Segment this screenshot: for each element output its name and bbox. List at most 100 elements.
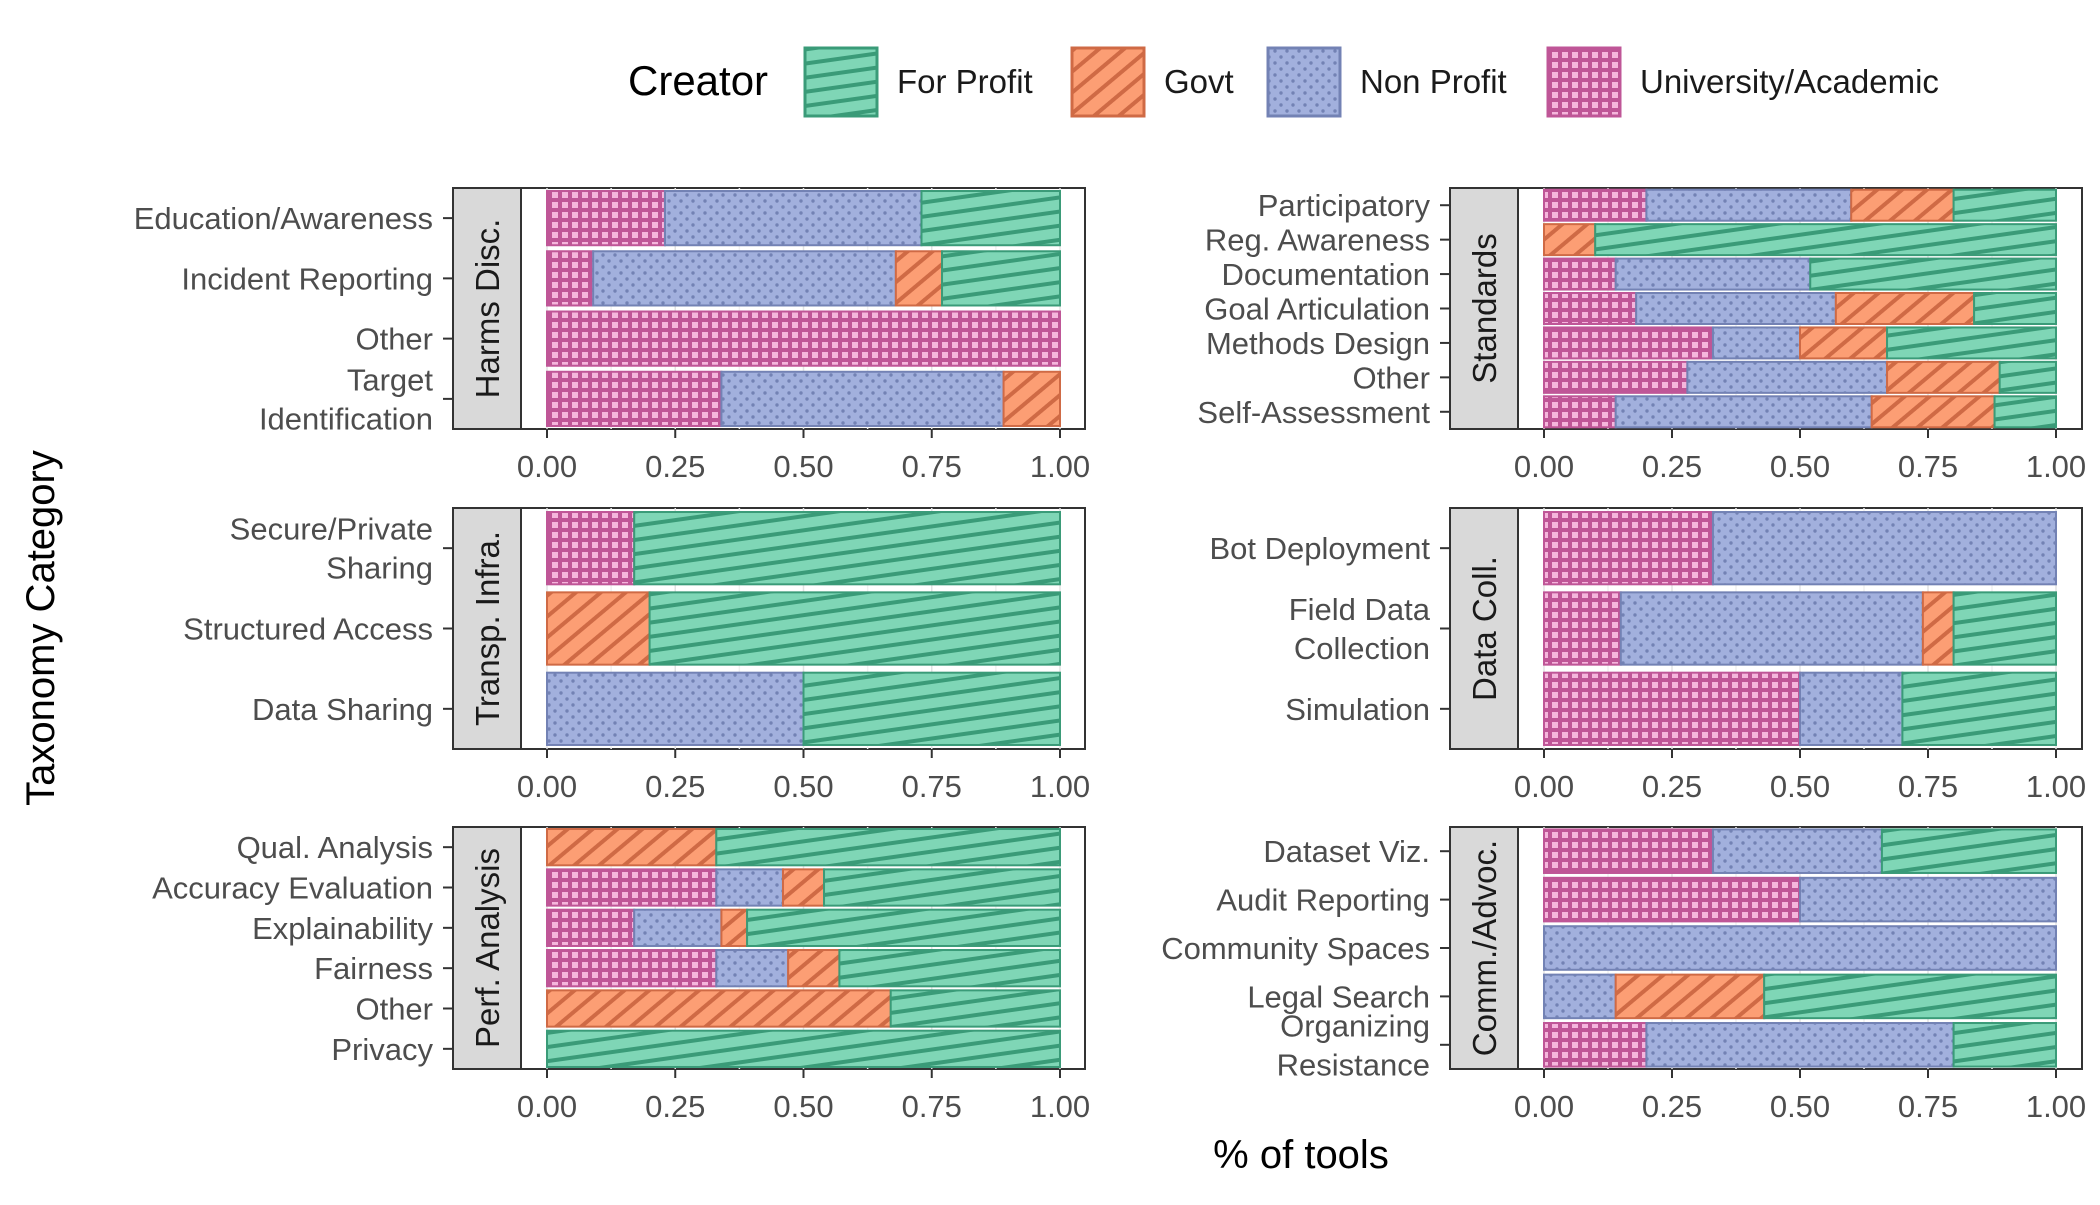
facet-strip-label: Transp. Infra. — [469, 531, 506, 726]
bar-segment-gv — [720, 908, 749, 947]
bar-segment-gv — [781, 868, 826, 907]
x-tick-label: 1.00 — [1030, 449, 1090, 484]
bar-segment-ua — [546, 949, 718, 988]
legend-label-fp: For Profit — [897, 63, 1033, 100]
x-tick-label: 1.00 — [1030, 1089, 1090, 1124]
bar-segment-np — [1799, 876, 2057, 923]
bar-segment-fp — [1952, 591, 2057, 666]
y-tick-label: Dataset Viz. — [1263, 834, 1430, 869]
x-tick-label: 0.25 — [1642, 1089, 1702, 1124]
bar-segment-fp — [633, 511, 1062, 586]
panel-2: Transp. Infra. Secure/Private Sharing Struc… — [183, 507, 1090, 804]
x-tick-label: 0.00 — [517, 769, 577, 804]
bar-segment-ua — [1543, 591, 1622, 666]
bar-segment-ua — [546, 310, 1061, 367]
bar-segment-np — [1635, 292, 1837, 325]
x-tick-label: 0.25 — [1642, 449, 1702, 484]
y-tick-label: Structured Access — [183, 612, 433, 647]
facet-strip-label: Harms Disc. — [469, 219, 506, 399]
x-tick-label: 0.00 — [517, 1089, 577, 1124]
bar-segment-ua — [1543, 292, 1638, 325]
y-tick-label: Participatory — [1258, 188, 1431, 223]
y-tick-label: Resistance — [1277, 1047, 1430, 1082]
y-tick-label: Other — [1352, 360, 1430, 395]
y-tick-label: Fairness — [314, 951, 433, 986]
bar-segment-fp — [1809, 257, 2057, 291]
y-tick-label: Simulation — [1285, 692, 1430, 727]
x-tick-label: 1.00 — [1030, 769, 1090, 804]
facet-panels: Harms Disc. Education/Awareness Incident R… — [134, 187, 2086, 1124]
legend-swatch-fp — [803, 46, 879, 118]
y-tick-label: Other — [355, 992, 433, 1027]
bar-segment-np — [1711, 828, 1883, 874]
x-tick-label: 1.00 — [2026, 1089, 2086, 1124]
bar-segment-gv — [1921, 591, 1955, 666]
bar-segment-ua — [546, 908, 636, 947]
legend: Creator For Profit Govt Non Profit Universi… — [628, 46, 1939, 118]
y-tick-label: Collection — [1294, 631, 1430, 666]
x-tick-label: 0.75 — [902, 769, 962, 804]
panel-4: Perf. Analysis Qual. Analysis Accuracy Eva… — [152, 826, 1090, 1124]
y-tick-label: Other — [355, 322, 433, 357]
x-tick-label: 1.00 — [2026, 449, 2086, 484]
x-tick-label: 0.25 — [645, 449, 705, 484]
bar-segment-fp — [802, 671, 1061, 746]
x-tick-label: 0.00 — [1514, 1089, 1574, 1124]
bar-segment-fp — [746, 908, 1061, 947]
bar-segment-ua — [546, 868, 718, 907]
x-tick-label: 0.00 — [517, 449, 577, 484]
y-tick-label: Incident Reporting — [181, 261, 433, 296]
y-tick-label: Documentation — [1221, 257, 1430, 292]
facet-strip-label: Perf. Analysis — [469, 848, 506, 1048]
x-tick-label: 0.75 — [1898, 449, 1958, 484]
bar-segment-ua — [1543, 671, 1801, 746]
bar-segment-fp — [838, 949, 1061, 988]
y-tick-label: Qual. Analysis — [237, 830, 433, 865]
legend-label-np: Non Profit — [1360, 63, 1507, 100]
x-tick-label: 0.25 — [645, 769, 705, 804]
y-tick-label: Self-Assessment — [1197, 395, 1430, 430]
bar-segment-gv — [894, 250, 944, 307]
bar-segment-fp — [1886, 326, 2058, 360]
x-axis-title: % of tools — [1213, 1133, 1389, 1177]
bar-segment-fp — [648, 591, 1061, 666]
bar-segment-ua — [1543, 395, 1617, 429]
bar-segment-gv — [1870, 395, 1996, 429]
bar-segment-np — [1799, 671, 1904, 746]
bar-segment-fp — [920, 190, 1061, 247]
bar-segment-ua — [1543, 360, 1689, 394]
x-tick-label: 0.50 — [1770, 449, 1830, 484]
y-tick-label: Audit Reporting — [1216, 883, 1430, 918]
y-tick-label: Privacy — [331, 1032, 433, 1067]
panel-0: Harms Disc. Education/Awareness Incident R… — [134, 187, 1090, 484]
bar-segment-np — [1614, 257, 1812, 291]
bar-segment-ua — [546, 511, 636, 586]
bar-segment-fp — [941, 250, 1062, 307]
bar-segment-ua — [546, 370, 723, 427]
bar-segment-gv — [546, 591, 651, 666]
x-tick-label: 0.25 — [645, 1089, 705, 1124]
y-tick-label: Community Spaces — [1161, 931, 1430, 966]
x-tick-label: 0.75 — [902, 1089, 962, 1124]
y-tick-label: Target — [347, 362, 434, 397]
bar-segment-gv — [1834, 292, 1976, 325]
y-tick-label: Accuracy Evaluation — [152, 871, 433, 906]
bar-segment-fp — [1880, 828, 2058, 874]
bar-segment-ua — [1543, 326, 1714, 360]
facet-strip — [452, 187, 522, 430]
bar-segment-gv — [1850, 188, 1955, 222]
bar-segment-np — [715, 868, 784, 907]
y-tick-label: Explainability — [252, 911, 433, 946]
y-tick-label: Organizing — [1280, 1008, 1430, 1043]
bar-segment-fp — [1952, 188, 2057, 222]
bar-segment-np — [720, 370, 1005, 427]
bar-segment-ua — [1543, 1022, 1648, 1068]
bar-segment-fp — [823, 868, 1062, 907]
facet-strip — [1449, 507, 1519, 750]
facet-strip-label: Standards — [1466, 233, 1503, 383]
legend-title: Creator — [628, 57, 768, 104]
bar-segment-fp — [1952, 1022, 2057, 1068]
